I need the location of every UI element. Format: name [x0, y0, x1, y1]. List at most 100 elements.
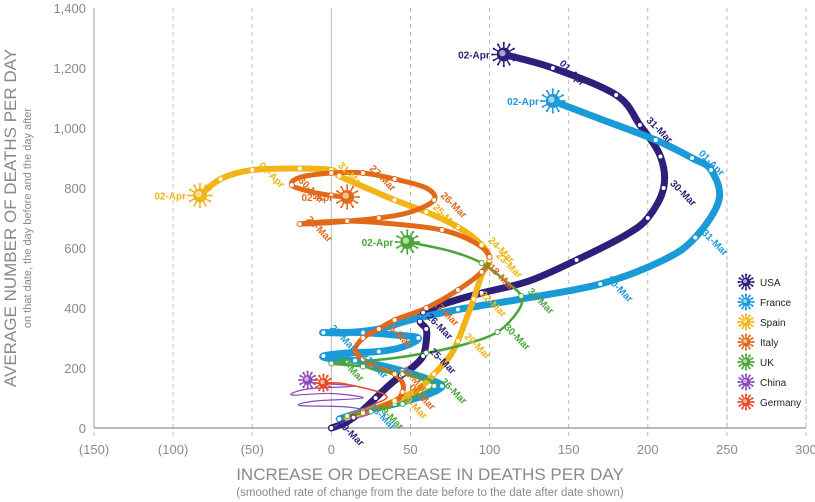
legend-label: Italy: [760, 338, 778, 349]
legend-item-france: France: [737, 293, 792, 311]
date-label: 30-Mar: [501, 322, 532, 353]
data-point-france: [597, 281, 604, 287]
y-tick-label: 400: [64, 301, 86, 316]
series-line-germany: [322, 382, 388, 420]
data-point-uk: [518, 293, 525, 299]
x-tick-label: (150): [79, 442, 109, 457]
data-point-italy: [359, 410, 366, 416]
y-axis-subtitle: on that date, the day before and the day…: [22, 108, 34, 328]
data-point-france: [320, 353, 327, 359]
data-point-usa: [613, 92, 620, 98]
data-point-italy: [391, 176, 398, 182]
data-point-italy: [399, 389, 406, 395]
data-point-france: [359, 329, 366, 336]
data-point-uk: [478, 260, 485, 266]
data-point-spain: [336, 173, 343, 179]
x-tick-label: 300: [795, 442, 815, 457]
data-point-france: [375, 348, 382, 355]
data-point-italy: [296, 221, 303, 227]
date-label: 02-Apr: [507, 97, 539, 108]
data-point-france: [415, 335, 422, 341]
data-point-uk: [359, 363, 366, 370]
data-point-spain: [454, 338, 461, 344]
data-point-spain: [217, 176, 224, 182]
y-tick-label: 1,400: [53, 1, 86, 16]
legend-item-germany: Germany: [737, 393, 801, 411]
data-point-france: [652, 137, 659, 143]
y-tick-label: 0: [79, 421, 86, 436]
data-point-france: [689, 155, 696, 161]
data-point-spain: [478, 242, 485, 248]
data-point-usa: [423, 326, 430, 332]
virus-marker-uk: [394, 229, 420, 255]
data-point-france: [439, 383, 446, 389]
x-tick-label: (50): [241, 442, 264, 457]
data-point-uk: [344, 359, 351, 365]
data-point-uk: [423, 350, 430, 356]
data-point-france: [708, 167, 715, 173]
data-point-italy: [288, 182, 295, 188]
data-point-italy: [391, 371, 398, 377]
data-point-spain: [470, 296, 477, 302]
data-point-italy: [359, 356, 366, 362]
data-point-usa: [350, 414, 357, 421]
data-point-uk: [367, 408, 374, 415]
data-point-italy: [439, 227, 446, 233]
data-point-italy: [344, 218, 351, 224]
legend-virus-icon: [737, 393, 755, 411]
data-point-usa: [644, 215, 651, 221]
legend-item-usa: USA: [737, 273, 781, 291]
data-point-spain: [391, 398, 398, 404]
legend-virus-icon: [737, 313, 755, 331]
y-tick-label: 800: [64, 181, 86, 196]
date-label: 30-Mar: [667, 178, 698, 209]
data-point-italy: [423, 305, 430, 311]
legend-item-italy: Italy: [737, 333, 778, 351]
date-label: 31-Mar: [699, 228, 730, 259]
data-point-spain: [454, 224, 461, 230]
legend-label: Germany: [760, 398, 801, 409]
data-point-usa: [549, 65, 556, 71]
data-point-italy: [454, 287, 461, 293]
data-point-italy: [359, 335, 366, 341]
date-label: 02-Apr: [362, 238, 394, 249]
y-tick-label: 1,200: [53, 61, 86, 76]
data-point-italy: [478, 269, 485, 275]
data-point-italy: [328, 170, 335, 176]
x-tick-label: 0: [328, 442, 335, 457]
legend-virus-icon: [737, 273, 755, 291]
data-point-usa: [636, 122, 643, 128]
x-tick-label: 250: [716, 442, 738, 457]
data-point-spain: [423, 209, 430, 215]
data-point-spain: [391, 197, 398, 203]
y-tick-label: 1,000: [53, 121, 86, 136]
data-point-usa: [657, 153, 664, 160]
data-point-uk: [431, 383, 438, 389]
legend-virus-icon: [737, 293, 755, 311]
date-label: 27-Mar: [327, 323, 358, 354]
x-tick-label: 150: [558, 442, 580, 457]
y-tick-label: 200: [64, 361, 86, 376]
virus-marker-china: [298, 370, 317, 390]
virus-marker-italy: [334, 184, 360, 210]
x-tick-label: 50: [403, 442, 417, 457]
data-point-france: [692, 234, 699, 241]
data-point-uk: [328, 360, 335, 367]
virus-marker-france: [540, 88, 566, 114]
data-point-france: [454, 306, 461, 313]
legend-item-spain: Spain: [737, 313, 786, 331]
data-point-uk: [494, 329, 501, 335]
y-axis-title: AVERAGE NUMBER OF DEATHS PER DAY: [1, 49, 20, 387]
legend-virus-icon: [737, 333, 755, 351]
data-point-france: [336, 416, 343, 422]
legend-label: Spain: [760, 318, 786, 329]
y-tick-label: 600: [64, 241, 86, 256]
data-point-italy: [375, 215, 382, 221]
data-point-usa: [420, 309, 427, 316]
x-axis-subtitle: (smoothed rate of change from the date b…: [236, 487, 624, 499]
date-label: 26-Mar: [438, 376, 469, 407]
data-point-spain: [296, 165, 303, 172]
legend-label: China: [760, 378, 787, 389]
data-point-spain: [249, 167, 256, 173]
x-axis-title: INCREASE OR DECREASE IN DEATHS PER DAY: [236, 465, 624, 484]
